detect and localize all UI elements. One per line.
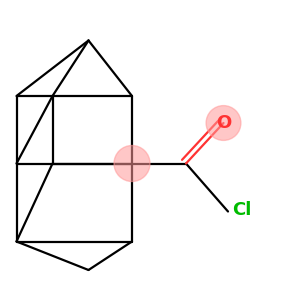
Circle shape (206, 106, 241, 140)
Circle shape (114, 146, 150, 182)
Text: Cl: Cl (232, 201, 252, 219)
Text: O: O (216, 114, 231, 132)
